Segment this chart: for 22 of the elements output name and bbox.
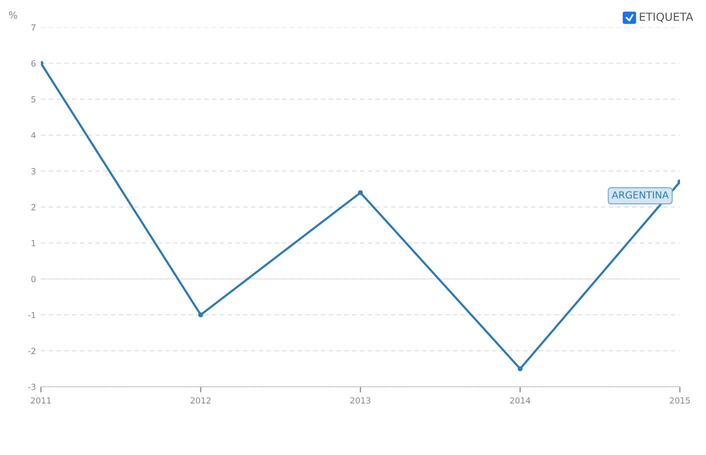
series-label: ARGENTINA bbox=[612, 191, 669, 199]
point bbox=[198, 312, 204, 318]
y-tick-label: 6 bbox=[31, 60, 36, 67]
y-axis-title: % bbox=[9, 11, 18, 19]
y-tick-label: 4 bbox=[31, 132, 36, 138]
y-tick-label: 3 bbox=[31, 168, 36, 174]
text: ETIQUETA bbox=[640, 12, 694, 22]
x-tick-label: 2012 bbox=[190, 397, 210, 404]
x-tick-label: 2011 bbox=[30, 397, 51, 404]
y-tick-label: -3 bbox=[28, 384, 36, 390]
y-tick-label: 5 bbox=[31, 96, 36, 102]
y-tick-label: 7 bbox=[31, 24, 36, 30]
y-tick-label: -1 bbox=[28, 312, 36, 318]
point bbox=[518, 366, 523, 372]
x-tick-label: 2015 bbox=[670, 397, 690, 404]
y-tick-label: -2 bbox=[28, 348, 36, 354]
y-tick-label: 0 bbox=[31, 276, 36, 282]
point bbox=[358, 190, 363, 196]
y-tick-label: 2 bbox=[31, 204, 36, 210]
x-tick-label: 2014 bbox=[510, 397, 530, 404]
y-tick-label: 1 bbox=[32, 240, 36, 246]
x-tick-label: 2013 bbox=[350, 397, 370, 404]
